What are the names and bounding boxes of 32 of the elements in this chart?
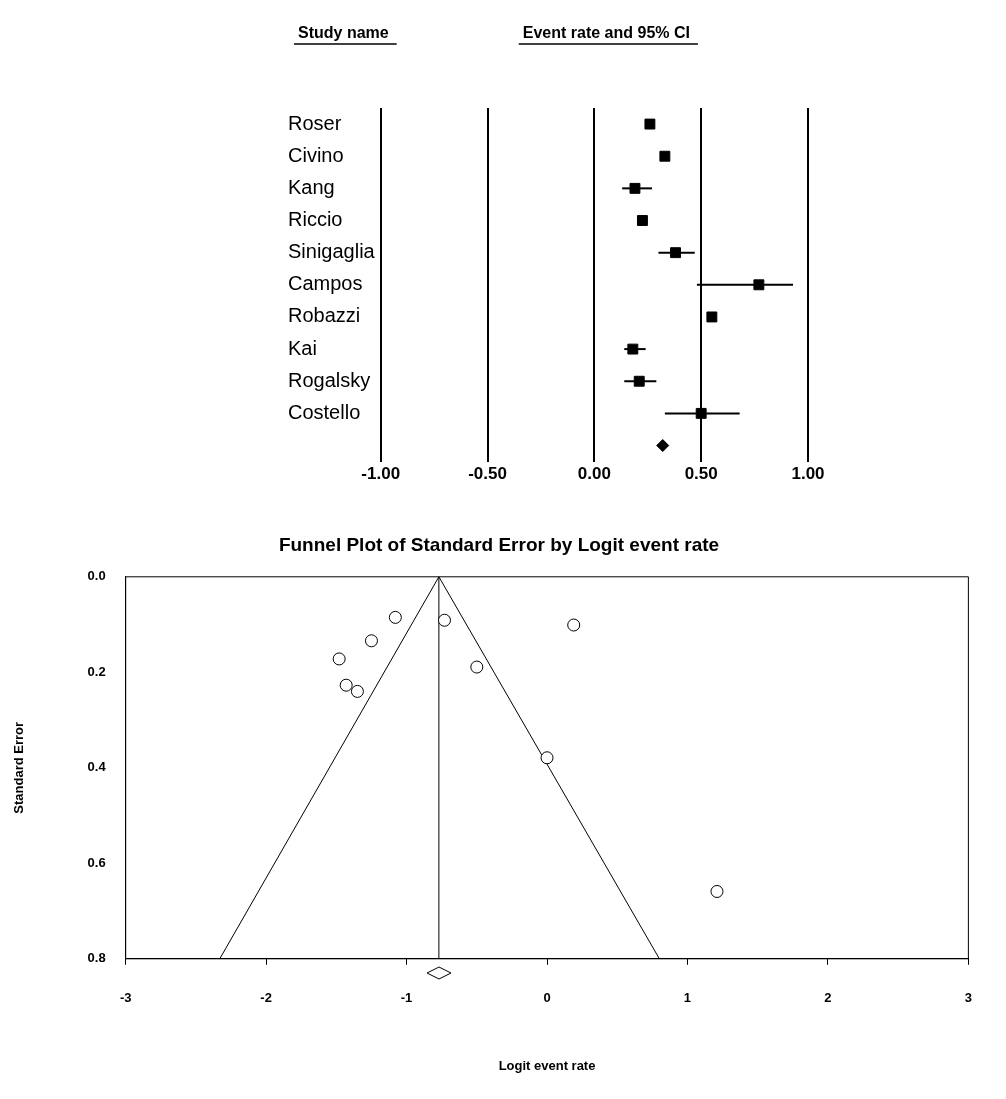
y-tick-label: 0.6 [87, 854, 106, 870]
y-tick-label: Kang [288, 175, 335, 198]
text: Event rate and 95% CI [522, 24, 690, 41]
x-tick-label: 3 [964, 990, 972, 1006]
x-tick-label: -1 [400, 990, 413, 1006]
y-axis-title: Standard Error [11, 721, 27, 814]
x-tick-label: -2 [260, 990, 272, 1006]
y-tick-label: 0.4 [87, 759, 107, 775]
x-tick-label: 2 [824, 990, 832, 1006]
y-tick-label: 0.2 [87, 663, 106, 679]
x-tick-label: 0 [543, 990, 551, 1006]
y-tick-label: Costello [288, 400, 361, 423]
y-tick-label: Riccio [288, 208, 343, 231]
x-tick-label: 0.50 [684, 464, 718, 484]
y-tick-label: Rogalsky [288, 368, 371, 391]
y-tick-label: Kai [288, 336, 317, 359]
y-tick-label: Sinigaglia [288, 240, 376, 263]
x-axis-title: Logit event rate [498, 1057, 596, 1073]
x-tick-label: 1 [683, 990, 692, 1006]
x-tick-label: -3 [119, 990, 132, 1006]
chart-title: Funnel Plot of Standard Error by Logit event rate [278, 533, 720, 555]
y-tick-label: Civino [288, 143, 344, 166]
y-tick-label: Campos [288, 272, 363, 295]
y-tick-label: Roser [288, 111, 342, 134]
y-tick-label: Robazzi [288, 304, 361, 327]
x-tick-label: 1.00 [791, 464, 825, 484]
y-tick-label: 0.8 [87, 950, 106, 966]
x-tick-label: 0.00 [577, 464, 611, 484]
x-tick-label: -1.00 [361, 464, 401, 484]
y-tick-label: 0.0 [87, 568, 106, 584]
x-tick-label: -0.50 [468, 464, 507, 484]
text: Study name [298, 24, 389, 41]
